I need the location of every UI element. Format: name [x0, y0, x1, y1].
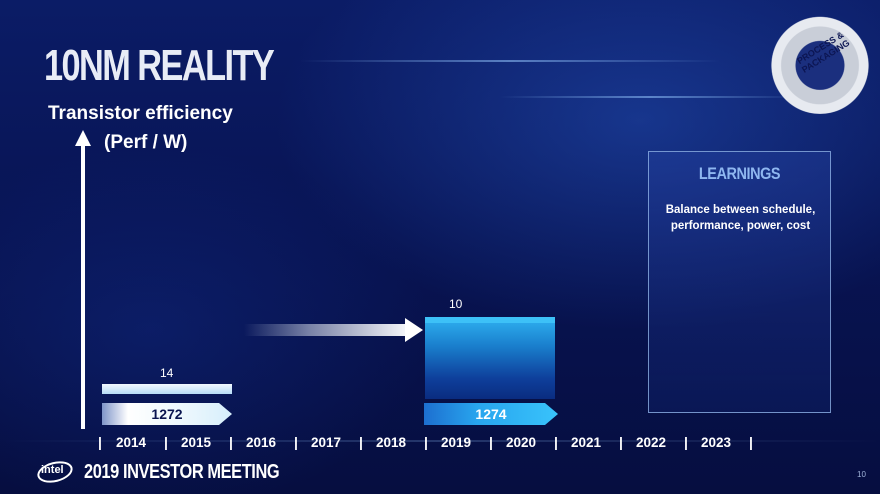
node-1272: 1272	[102, 403, 232, 425]
bar-10-label: 10	[449, 297, 463, 311]
timeline-separator: |	[489, 434, 493, 450]
year-2020: 2020	[506, 435, 537, 450]
light-streak	[0, 440, 880, 442]
bar-10nm-top	[425, 317, 555, 323]
node-1274-label: 1274	[475, 406, 507, 422]
y-axis-label-unit: (Perf / W)	[104, 132, 188, 153]
timeline-separator: |	[684, 434, 688, 450]
year-2018: 2018	[376, 435, 407, 450]
year-2023: 2023	[701, 435, 732, 450]
timeline-separator: |	[294, 434, 298, 450]
timeline-separator: |	[554, 434, 558, 450]
y-axis-line	[81, 146, 85, 429]
event-name: 2019 INVESTOR MEETING	[84, 461, 280, 483]
year-2015: 2015	[181, 435, 212, 450]
y-axis-label: Transistor efficiency	[48, 103, 233, 124]
learnings-title: LEARNINGS	[698, 164, 781, 183]
year-2014: 2014	[116, 435, 147, 450]
y-axis-arrow-icon	[75, 130, 91, 146]
learnings-panel: LEARNINGS Balance between schedule, perf…	[648, 151, 831, 413]
year-2017: 2017	[311, 435, 342, 450]
intel-logo-text: intel	[41, 464, 64, 476]
light-streak	[500, 96, 800, 98]
bar-14nm	[102, 384, 232, 394]
year-2021: 2021	[571, 435, 602, 450]
timeline-separator: |	[98, 434, 102, 450]
year-2016: 2016	[246, 435, 277, 450]
bar-14-label: 14	[160, 366, 174, 380]
timeline-separator: |	[424, 434, 428, 450]
timeline-separator: |	[359, 434, 363, 450]
slide-title: 10NM REALITY	[44, 41, 275, 90]
page-number: 10	[857, 470, 866, 479]
timeline-axis: | 2014 | 2015 | 2016 | 2017 | 2018 | 201…	[98, 432, 758, 454]
bar-10nm	[425, 317, 555, 399]
timeline-separator: |	[229, 434, 233, 450]
timeline-separator: |	[749, 434, 753, 450]
node-1272-label: 1272	[151, 406, 183, 422]
light-streak	[300, 60, 720, 62]
schedule-arrow	[244, 324, 406, 336]
year-2022: 2022	[636, 435, 667, 450]
timeline-separator: |	[619, 434, 623, 450]
schedule-arrow-head-icon	[405, 318, 423, 342]
learnings-text: Balance between schedule, performance, p…	[665, 204, 816, 232]
process-packaging-badge-icon	[766, 6, 874, 114]
node-1274: 1274	[424, 403, 558, 425]
year-2019: 2019	[441, 435, 472, 450]
timeline-separator: |	[164, 434, 168, 450]
